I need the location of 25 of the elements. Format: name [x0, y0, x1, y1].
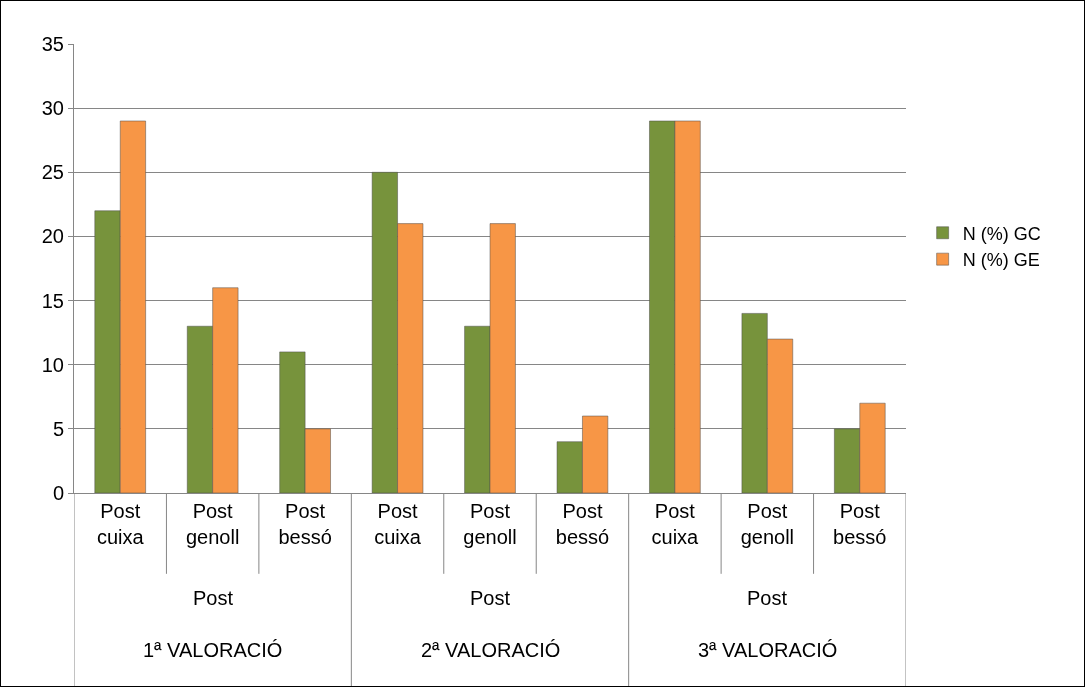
x-tick-label: Post genoll — [740, 500, 795, 548]
text: Post — [193, 587, 234, 609]
x-tick-label: Post cuixa — [374, 500, 422, 548]
text: Post — [470, 587, 511, 609]
legend-label: N (%) GC — [962, 223, 1041, 244]
y-tick-label: 35 — [41, 33, 64, 55]
text: 2ª VALORACIÓ — [421, 639, 561, 661]
x-tick-label: Post cuixa — [651, 500, 700, 548]
x-tick-label: Post genoll — [463, 500, 517, 548]
x-tick-label: Post bessó — [833, 500, 887, 548]
y-tick-label: 5 — [52, 417, 64, 440]
y-tick-label: 0 — [52, 482, 64, 504]
y-tick-label: 30 — [41, 97, 64, 120]
text: 1ª VALORACIÓ — [143, 639, 283, 661]
x-tick-label: Post genoll — [185, 500, 240, 548]
legend-label: N (%) GE — [962, 250, 1040, 271]
y-tick-label: 10 — [41, 353, 64, 376]
x-tick-label: Post bessó — [278, 500, 332, 548]
y-tick-label: 25 — [41, 161, 64, 184]
y-tick-label: 15 — [41, 289, 64, 312]
x-tick-label: Post bessó — [555, 500, 610, 548]
x-tick-label: Post cuixa — [96, 500, 145, 548]
text: Post — [747, 587, 788, 609]
text: 3ª VALORACIÓ — [698, 639, 838, 661]
y-tick-label: 20 — [41, 225, 64, 248]
